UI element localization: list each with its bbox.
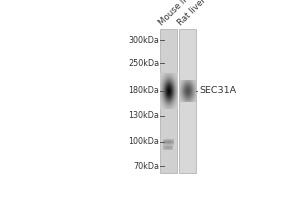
Bar <box>160 29 177 173</box>
Text: 250kDa: 250kDa <box>128 59 159 68</box>
Text: 180kDa: 180kDa <box>128 86 159 95</box>
Bar <box>179 29 196 173</box>
Text: 100kDa: 100kDa <box>128 137 159 146</box>
Text: 70kDa: 70kDa <box>133 162 159 171</box>
Text: 130kDa: 130kDa <box>128 111 159 120</box>
Text: 300kDa: 300kDa <box>128 36 159 45</box>
Text: SEC31A: SEC31A <box>199 86 236 95</box>
Text: Rat liver: Rat liver <box>176 0 208 27</box>
Text: Mouse liver: Mouse liver <box>158 0 199 27</box>
